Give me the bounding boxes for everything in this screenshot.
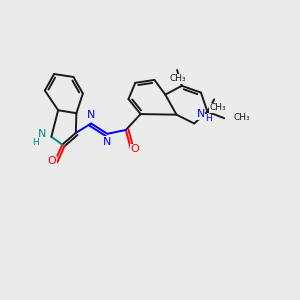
Text: O: O: [48, 156, 56, 166]
Text: H: H: [32, 137, 38, 146]
Text: N: N: [38, 129, 47, 140]
Text: N: N: [103, 137, 112, 147]
Text: N: N: [196, 109, 205, 119]
Text: H: H: [205, 114, 212, 123]
Text: CH₃: CH₃: [209, 103, 226, 112]
Text: N: N: [87, 110, 95, 120]
Text: O: O: [130, 144, 139, 154]
Text: CH₃: CH₃: [233, 113, 250, 122]
Text: CH₃: CH₃: [170, 74, 186, 83]
